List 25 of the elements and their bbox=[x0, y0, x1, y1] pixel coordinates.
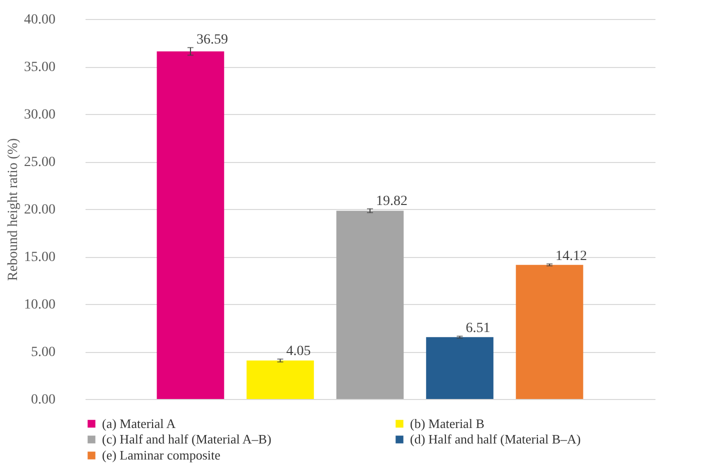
y-tick-label: 25.00 bbox=[24, 155, 56, 170]
data-label: 6.51 bbox=[466, 321, 490, 336]
y-tick-label: 5.00 bbox=[31, 345, 56, 360]
legend-label: (e) Laminar composite bbox=[102, 448, 221, 462]
y-tick-label: 35.00 bbox=[24, 60, 56, 75]
y-tick-label: 20.00 bbox=[24, 202, 56, 218]
y-tick-label: 30.00 bbox=[24, 108, 56, 122]
bar bbox=[336, 210, 404, 399]
y-tick-label: 40.00 bbox=[24, 12, 56, 28]
y-tick-label: 0.00 bbox=[31, 392, 56, 408]
y-tick-label: 10.00 bbox=[24, 298, 56, 312]
data-label: 19.82 bbox=[376, 194, 408, 209]
bar bbox=[246, 360, 314, 399]
data-label: 14.12 bbox=[556, 248, 588, 264]
bar bbox=[426, 337, 494, 399]
legend-label: (b) Material B bbox=[410, 416, 485, 431]
bar bbox=[516, 264, 584, 399]
y-tick-label: 15.00 bbox=[24, 250, 56, 265]
bar bbox=[156, 51, 224, 399]
legend-label: (a) Material A bbox=[102, 416, 176, 431]
data-label: 4.05 bbox=[286, 344, 311, 360]
legend-label: (d) Half and half (Material B–A) bbox=[410, 432, 581, 446]
data-label: 36.59 bbox=[196, 32, 228, 48]
y-axis-title: Rebound height ratio (%) bbox=[6, 138, 21, 281]
legend-label: (c) Half and half (Material A–B) bbox=[102, 432, 272, 446]
